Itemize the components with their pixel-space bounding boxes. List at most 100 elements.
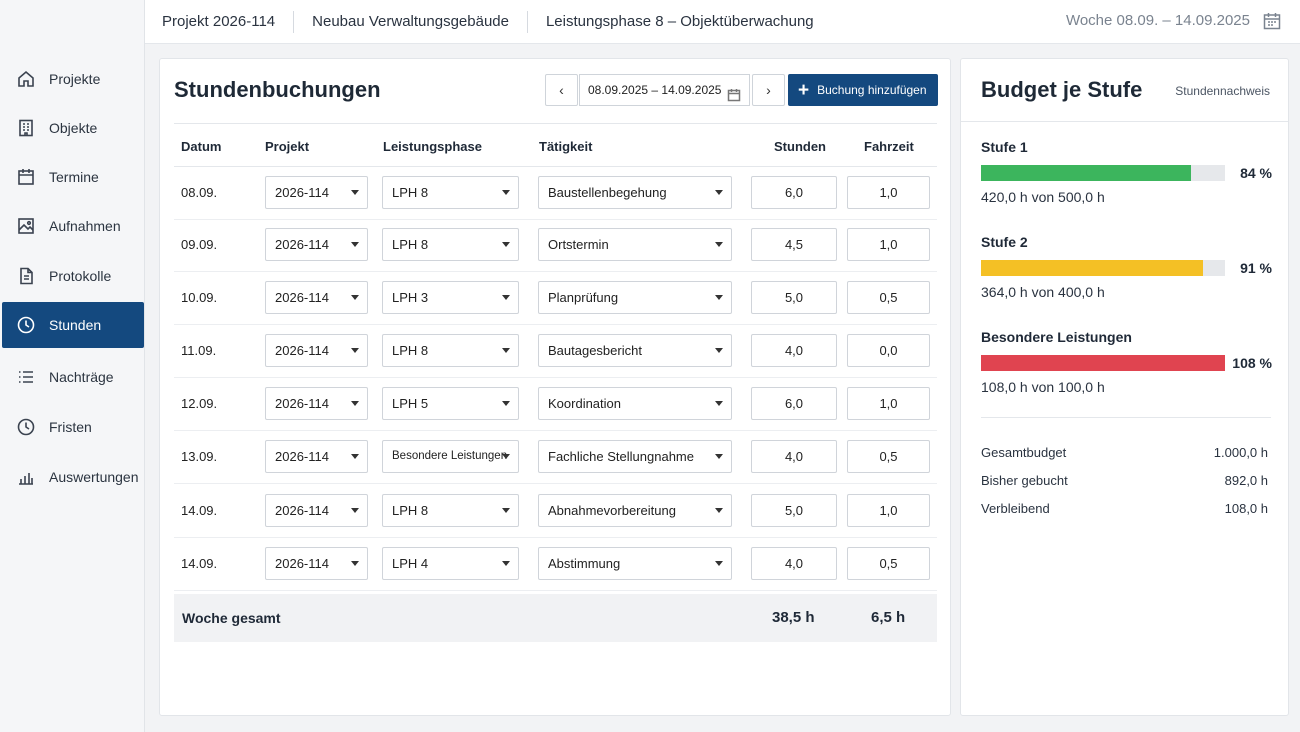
sidebar-item-protokolle[interactable]: Protokolle: [2, 253, 144, 299]
activity-select-value: Ortstermin: [548, 237, 609, 252]
hours-input[interactable]: 4,0: [751, 547, 837, 580]
chevron-right-icon: ›: [766, 82, 771, 98]
chevron-down-icon: [715, 561, 723, 566]
column-header-date: Datum: [181, 139, 222, 154]
sidebar-item-fristen[interactable]: Fristen: [2, 404, 144, 450]
phase-select[interactable]: LPH 8: [382, 176, 519, 209]
activity-select[interactable]: Koordination: [538, 387, 732, 420]
hours-input[interactable]: 4,5: [751, 228, 837, 261]
stage-name: Besondere Leistungen: [981, 329, 1132, 345]
drive-time-input[interactable]: 1,0: [847, 176, 930, 209]
column-header-phase: Leistungsphase: [383, 139, 482, 154]
activity-select[interactable]: Abstimmung: [538, 547, 732, 580]
date-range-field[interactable]: 08.09.2025 – 14.09.2025: [579, 74, 750, 106]
phase-select[interactable]: Besondere Leistungen: [382, 440, 519, 473]
budget-stage: Besondere Leistungen 108 % 108,0 h von 100…: [981, 329, 1276, 401]
hours-input[interactable]: 5,0: [751, 494, 837, 527]
calendar-icon[interactable]: [1262, 11, 1282, 31]
chevron-down-icon: [351, 401, 359, 406]
drive-time-input[interactable]: 0,5: [847, 281, 930, 314]
chevron-down-icon: [715, 295, 723, 300]
sidebar-item-label: Projekte: [49, 71, 101, 87]
sidebar-item-objekte[interactable]: Objekte: [2, 105, 144, 151]
phase-select-value: LPH 8: [392, 343, 429, 358]
drive-time-input[interactable]: 0,0: [847, 334, 930, 367]
sidebar-item-stunden[interactable]: Stunden: [2, 302, 144, 348]
hours-input[interactable]: 5,0: [751, 281, 837, 314]
project-select[interactable]: 2026-114: [265, 334, 368, 367]
row-date: 11.09.: [181, 343, 217, 358]
activity-select[interactable]: Ortstermin: [538, 228, 732, 261]
chevron-down-icon: [351, 190, 359, 195]
activity-select-value: Abstimmung: [548, 556, 621, 571]
activity-select[interactable]: Planprüfung: [538, 281, 732, 314]
activity-select[interactable]: Fachliche Stellungnahme: [538, 440, 732, 473]
stage-hours: 420,0 h von 500,0 h: [981, 189, 1105, 205]
hours-input[interactable]: 4,0: [751, 440, 837, 473]
sidebar-item-projekte[interactable]: Projekte: [2, 56, 144, 102]
summary-value: 892,0 h: [1224, 473, 1268, 488]
sidebar-item-aufnahmen[interactable]: Aufnahmen: [2, 203, 144, 249]
phase-select[interactable]: LPH 8: [382, 334, 519, 367]
hours-input[interactable]: 6,0: [751, 387, 837, 420]
drive-time-input[interactable]: 0,5: [847, 440, 930, 473]
hours-input[interactable]: 6,0: [751, 176, 837, 209]
drive-time-input[interactable]: 1,0: [847, 494, 930, 527]
phase-select[interactable]: LPH 8: [382, 494, 519, 527]
phase-select-value: LPH 4: [392, 556, 429, 571]
breadcrumb-project[interactable]: Projekt 2026-114: [145, 10, 295, 33]
date-range-value: 08.09.2025 – 14.09.2025: [588, 83, 722, 97]
breadcrumb-object[interactable]: Neubau Verwaltungsgebäude: [294, 10, 528, 33]
project-select[interactable]: 2026-114: [265, 547, 368, 580]
add-booking-label: Buchung hinzufügen: [817, 83, 927, 97]
project-select[interactable]: 2026-114: [265, 494, 368, 527]
phase-select[interactable]: LPH 3: [382, 281, 519, 314]
add-booking-button[interactable]: + Buchung hinzufügen: [788, 74, 938, 106]
stage-name: Stufe 1: [981, 139, 1028, 155]
sidebar-item-label: Auswertungen: [49, 469, 139, 485]
project-select-value: 2026-114: [275, 449, 329, 464]
chevron-left-icon: ‹: [559, 82, 564, 98]
next-week-button[interactable]: ›: [752, 74, 785, 106]
phase-select[interactable]: LPH 4: [382, 547, 519, 580]
drive-time-input[interactable]: 0,5: [847, 547, 930, 580]
phase-select-value: LPH 3: [392, 290, 429, 305]
sidebar-item-auswertungen[interactable]: Auswertungen: [2, 454, 144, 500]
project-select[interactable]: 2026-114: [265, 281, 368, 314]
activity-select[interactable]: Baustellenbegehung: [538, 176, 732, 209]
plus-icon: +: [798, 79, 810, 101]
drive-time-input[interactable]: 1,0: [847, 387, 930, 420]
activity-select-value: Koordination: [548, 396, 621, 411]
week-total-hours: 38,5 h: [772, 609, 815, 626]
previous-week-button[interactable]: ‹: [545, 74, 578, 106]
sidebar-item-label: Aufnahmen: [49, 218, 121, 234]
drive-time-input[interactable]: 1,0: [847, 228, 930, 261]
budget-stage: Stufe 1 84 % 420,0 h von 500,0 h: [981, 139, 1276, 211]
project-select[interactable]: 2026-114: [265, 440, 368, 473]
project-select-value: 2026-114: [275, 503, 329, 518]
table-header: Datum Projekt Leistungsphase Tätigkeit S…: [174, 123, 937, 167]
topbar: Projekt 2026-114 Neubau Verwaltungsgebäu…: [145, 0, 1300, 44]
breadcrumb-phase[interactable]: Leistungsphase 8 – Objektüberwachung: [545, 12, 814, 30]
activity-select[interactable]: Bautagesbericht: [538, 334, 732, 367]
project-select[interactable]: 2026-114: [265, 228, 368, 261]
chevron-down-icon: [351, 242, 359, 247]
sidebar-item-termine[interactable]: Termine: [2, 154, 144, 200]
timesheet-card: Stundenbuchungen ‹ 08.09.2025 – 14.09.20…: [159, 58, 951, 716]
chevron-down-icon: [502, 348, 510, 353]
sidebar-item-nachtraege[interactable]: Nachträge: [2, 354, 144, 400]
project-select[interactable]: 2026-114: [265, 176, 368, 209]
budget-title: Budget je Stufe: [981, 77, 1143, 102]
chevron-down-icon: [351, 561, 359, 566]
table-row: 13.09. 2026-114 Besondere Leistungen Fachli…: [174, 431, 937, 484]
activity-select[interactable]: Abnahmevorbereitung: [538, 494, 732, 527]
home-icon: [18, 70, 34, 87]
timesheet-report-link[interactable]: Stundennachweis: [1175, 84, 1270, 98]
table-row: 09.09. 2026-114 LPH 8 Ortstermin 4,5 1,0: [174, 219, 937, 272]
project-select[interactable]: 2026-114: [265, 387, 368, 420]
hours-input[interactable]: 4,0: [751, 334, 837, 367]
week-total-row: Woche gesamt 38,5 h 6,5 h: [174, 594, 937, 642]
phase-select[interactable]: LPH 8: [382, 228, 519, 261]
phase-select[interactable]: LPH 5: [382, 387, 519, 420]
phase-select-value: LPH 8: [392, 503, 429, 518]
